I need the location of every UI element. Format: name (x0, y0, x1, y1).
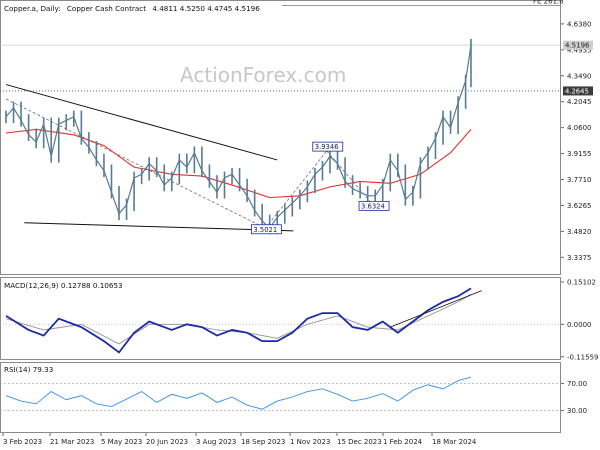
time-axis-label: 3 Feb 2023 (3, 438, 42, 446)
chart-header: Copper.a, Daily: Copper Cash Contract 4.… (4, 4, 260, 13)
rsi-label: RSI(14) 79.33 (4, 365, 53, 374)
rsi-axis-label: 30.00 (567, 407, 587, 415)
macd-axis-label: 0.15102 (567, 278, 596, 286)
time-axis-label: 1 Nov 2023 (290, 438, 330, 446)
header-ohlc: 4.4811 4.5250 4.4745 4.5196 (152, 4, 260, 13)
price-tag-box (563, 86, 593, 96)
price-axis-label: 4.3490 (567, 72, 592, 80)
time-axis-label: 3 Aug 2023 (196, 438, 236, 446)
price-axis: 4.6380 4.4935 4.3490 4.2045 4.0600 3.9155 3.77… (561, 20, 593, 262)
macd-layer: 0.15102 0.0000 -0.11559 (0, 278, 598, 361)
macd-trendline (390, 290, 482, 328)
trendline (24, 222, 294, 232)
time-axis-label: 21 Mar 2023 (50, 438, 94, 446)
price-annotation-label: 3.5021 (253, 226, 277, 234)
price-grid: FE 261.8 (0, 0, 564, 92)
time-axis-label: 1 Feb 2024 (383, 438, 423, 446)
price-annotation-label: 3.6324 (361, 202, 385, 210)
macd-label: MACD(12,26,9) 0.12788 0.10653 (4, 281, 123, 290)
price-axis-label: 3.7710 (567, 176, 592, 184)
price-tag-label: 4.2645 (565, 87, 589, 95)
time-axis-label: 18 Mar 2024 (432, 438, 477, 446)
header-instrument: Copper Cash Contract (67, 4, 146, 13)
price-line (5, 44, 472, 230)
macd-line (5, 287, 472, 354)
zigzag-line (265, 150, 328, 229)
fibo-level-label: FE 261.8 (533, 0, 564, 5)
macd-axis-label: 0.0000 (567, 321, 592, 329)
time-axis-label: 20 Jun 2023 (146, 438, 188, 446)
price-annotation-box (312, 141, 344, 152)
macd-axis-label: -0.11559 (567, 353, 598, 361)
price-annotation-box (358, 200, 390, 211)
price-annotation-label: 3.9346 (315, 143, 339, 151)
price-axis-label: 4.0600 (567, 124, 592, 132)
watermark: ActionForex.com (180, 63, 346, 87)
time-axis-label: 5 May 2023 (101, 438, 142, 446)
price-axis-label: 3.6265 (567, 202, 592, 210)
time-axis-label: 15 Dec 2023 (337, 438, 382, 446)
price-axis-label: 4.6380 (567, 20, 592, 28)
price-axis-label: 3.4820 (567, 228, 592, 236)
price-annotation-box (251, 224, 282, 235)
price-axis-label: 3.9155 (567, 150, 592, 158)
zigzag-line (5, 98, 266, 229)
time-axis: 3 Feb 2023 21 Mar 2023 5 May 2023 20 Jun 20… (2, 433, 477, 446)
time-axis-label: 18 Sep 2023 (241, 438, 285, 446)
macd-signal-line (5, 293, 472, 345)
rsi-layer: 70.00 30.00 (0, 376, 587, 415)
price-axis-label: 3.3375 (567, 254, 592, 262)
trendline (5, 84, 278, 161)
rsi-line (5, 376, 472, 410)
rsi-panel-frame (0, 362, 561, 433)
price-axis-label: 4.2045 (567, 98, 592, 106)
price-layer: 3.9346 3.5021 3.6324 (5, 38, 472, 235)
price-tag-label: 4.5196 (565, 42, 590, 50)
price-axis-label: 4.4935 (567, 46, 592, 54)
rsi-axis-label: 70.00 (567, 380, 587, 388)
header-symbol: Copper.a, Daily: (4, 4, 61, 13)
price-tag-box (563, 40, 593, 50)
